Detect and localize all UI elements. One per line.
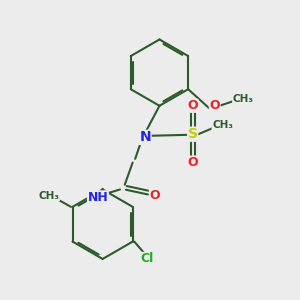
Text: O: O <box>149 189 160 202</box>
Text: O: O <box>187 156 198 169</box>
Text: O: O <box>209 99 220 112</box>
Text: Cl: Cl <box>140 252 154 266</box>
Text: CH₃: CH₃ <box>212 120 233 130</box>
Text: N: N <box>140 130 151 144</box>
Text: O: O <box>187 99 198 112</box>
Text: NH: NH <box>88 191 108 204</box>
Text: CH₃: CH₃ <box>233 94 254 104</box>
Text: S: S <box>188 127 198 141</box>
Text: CH₃: CH₃ <box>38 191 59 201</box>
